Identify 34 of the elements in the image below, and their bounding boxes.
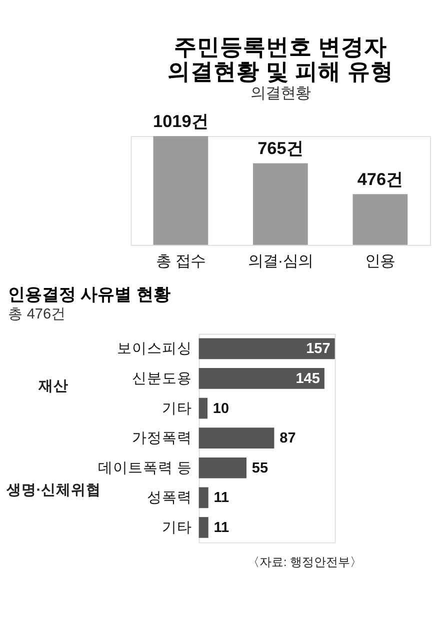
y-tick-label: 가정폭력 [132,430,192,447]
bar [198,398,208,419]
bar [198,487,208,508]
bar [198,338,335,360]
y-tick-label: 보이스피싱 [117,341,192,358]
chart-title: 인용결정 사유별 현황 [8,284,170,304]
text: 재산 [38,378,69,394]
data-label: 87 [280,430,296,447]
data-label: 10 [212,400,230,417]
data-label: 1019건 [153,111,208,132]
text: 총 476건 [8,306,66,322]
data-label: 11 [214,520,230,536]
bar [198,457,246,478]
data-label: 11 [214,490,230,506]
y-tick-label: 신분도용 [132,371,192,388]
y-tick-label: 기타 [162,400,192,417]
y-tick-label: 데이트폭력 등 [98,460,192,476]
data-label: 55 [252,460,268,476]
x-tick-label: 의결·심의 [248,253,314,270]
x-tick-label: 인용 [365,253,396,270]
chart-title: 주민등록번호 변경자 의결현황 및 피해 유형 [167,33,394,84]
text: 생명·신체위협 [5,482,102,499]
y-tick-label: 성폭력 [147,490,192,506]
chart-subtitle: 의결현황 [250,85,310,102]
bar [198,428,274,448]
data-label: 765건 [258,138,304,158]
bar [198,517,208,538]
data-label: 476건 [357,169,404,190]
bar [198,368,324,389]
data-label: 145 [296,371,320,388]
text: 〈자료: 행정안전부〉 [248,556,362,569]
x-tick-label: 총 접수 [156,253,206,270]
y-tick-label: 기타 [162,520,192,536]
data-label: 157 [306,341,330,358]
